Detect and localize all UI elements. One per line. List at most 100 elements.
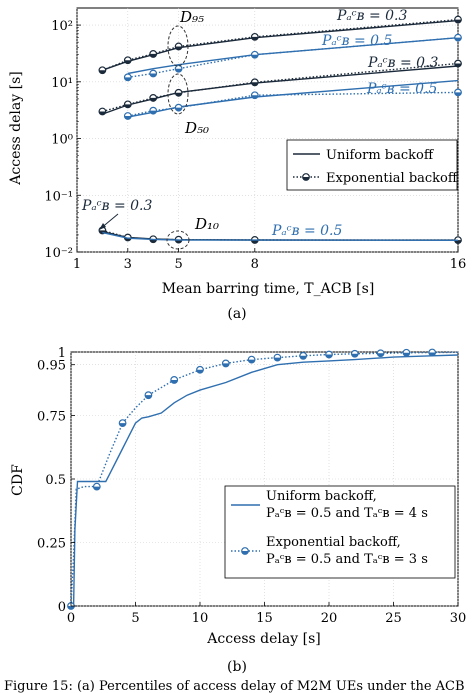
cdf-marker-fill: [248, 359, 255, 363]
x-tick-label-b: 15: [256, 611, 273, 626]
legend-b-exp-marker-fill: [241, 551, 249, 555]
legend-a-exp-marker-fill: [302, 177, 310, 181]
x-axis-label-a: Mean barring time, T_ACB [s]: [162, 281, 375, 297]
plot-frame-a: [76, 7, 459, 253]
y-tick-label-a: 10⁰: [51, 133, 73, 148]
legend-b: Uniform backoff, Pₐᶜʙ = 0.5 and Tₐᶜʙ = 4…: [224, 485, 456, 579]
d10-ellipse: [166, 230, 190, 250]
annotation-p03-mid: Pₐᶜʙ = 0.3: [367, 55, 438, 71]
series-line-a-0: [102, 19, 459, 71]
annotation-p05-mid: Pₐᶜʙ = 0.5: [366, 81, 437, 97]
x-tick-label-b: 0: [67, 611, 75, 626]
legend-b-box: [224, 485, 456, 579]
chart-delay-vs-barring-time: 1 3 5 8 16 10⁻² 10⁻¹ 10⁰ 10¹ 10² Access delay [s]…: [8, 7, 467, 322]
data-point-a-fill: [251, 95, 259, 99]
cdf-marker-fill: [274, 357, 281, 361]
data-point-a-fill: [251, 36, 259, 41]
data-point-a-fill: [149, 97, 157, 102]
data-point-a-fill: [454, 37, 462, 41]
data-point-a-fill: [251, 82, 259, 86]
series-line-a-9: [102, 229, 459, 241]
legend-b-uniform-line1: Uniform backoff,: [266, 489, 377, 504]
legend-a-box: [286, 139, 458, 191]
data-point-a-fill: [124, 77, 132, 81]
cdf-marker-fill: [222, 363, 230, 367]
data-point-a-fill: [124, 104, 132, 108]
y-axis-label-a: Access delay [s]: [8, 71, 24, 185]
data-point-a-fill: [149, 73, 157, 77]
caption-a: (a): [227, 306, 246, 322]
d95-label: D₉₅: [179, 8, 204, 26]
y-tick-label-b: 0.5: [45, 473, 66, 488]
cdf-marker-fill: [119, 423, 126, 427]
y-tick-label-a: 10²: [51, 19, 73, 34]
annotation-p05-top: Pₐᶜʙ = 0.5: [321, 33, 392, 49]
y-tick-label-b: 1: [58, 346, 66, 361]
legend-a-exp-label: Exponential backoff: [326, 171, 459, 186]
y-tick-label-a: 10⁻¹: [44, 189, 73, 204]
cdf-marker-fill: [93, 486, 101, 490]
legend-b-uniform-line2: Pₐᶜʙ = 0.5 and Tₐᶜʙ = 4 s: [266, 506, 428, 521]
legend-b-exp-line2: Pₐᶜʙ = 0.5 and Tₐᶜʙ = 3 s: [266, 552, 428, 567]
data-point-a-fill: [251, 54, 259, 59]
series-line-a-1: [102, 18, 459, 71]
series-line-a-3: [127, 37, 459, 78]
cdf-line-0: [71, 354, 459, 607]
x-tick-label-b: 25: [385, 611, 402, 626]
cdf-marker-fill: [351, 353, 359, 358]
x-tick-label-a: 5: [174, 257, 182, 272]
data-point-a-fill: [99, 70, 106, 74]
y-tick-label-a: 10¹: [51, 76, 73, 91]
data-point-a-fill: [124, 115, 132, 120]
annotation-p03-top: Pₐᶜʙ = 0.3: [336, 8, 407, 24]
data-point-a-fill: [149, 110, 157, 114]
cdf-marker-fill: [377, 353, 384, 357]
cdf-marker-fill: [325, 354, 333, 358]
x-tick-label-a: 3: [124, 257, 132, 272]
chart-cdf-access-delay: 0 5 10 15 20 25 30 0 0.25 0.5 0.75 0.951 CDF Access…: [10, 346, 466, 675]
legend-a: Uniform backoff Exponential backoff: [286, 139, 459, 191]
d50-ellipse: [167, 73, 189, 115]
x-tick-label-a: 1: [73, 257, 81, 272]
cdf-marker-fill: [403, 352, 410, 357]
caption-b: (b): [227, 659, 247, 675]
series-line-a-10: [102, 231, 459, 242]
d95-ellipse: [167, 25, 189, 67]
data-point-a-fill: [149, 53, 157, 58]
data-point-a-fill: [454, 19, 462, 23]
y-axis-label-b: CDF: [10, 464, 26, 496]
y-tick-label-b: 0.75: [37, 410, 66, 425]
y-tick-label-b: 0.95: [37, 359, 66, 374]
annotation-p05-low: Pₐᶜʙ = 0.5: [271, 223, 342, 239]
data-point-a-fill: [175, 46, 182, 50]
series-line-a-5: [102, 62, 459, 113]
figure-footer: Figure 15: (a) Percentiles of access del…: [4, 679, 465, 693]
d50-label: D₅₀: [184, 119, 209, 137]
x-tick-label-b: 5: [131, 611, 139, 626]
data-point-a-fill: [454, 92, 462, 96]
y-tick-label-b: 0.25: [37, 537, 66, 552]
data-point-a-fill: [454, 63, 462, 67]
cdf-marker-fill: [170, 379, 178, 384]
cdf-marker-fill: [145, 395, 152, 399]
cdf-marker-fill: [196, 369, 204, 374]
data-point-a-fill: [175, 107, 182, 111]
legend-a-uniform-label: Uniform backoff: [326, 148, 435, 163]
x-tick-label-b: 30: [450, 611, 467, 626]
data-point-a-fill: [175, 68, 182, 73]
series-line-a-7: [127, 91, 459, 117]
data-point-a-fill: [99, 111, 106, 115]
annotation-p03-low: Pₐᶜʙ = 0.3: [81, 198, 152, 214]
cdf-marker-fill: [67, 606, 75, 610]
x-tick-label-a: 16: [450, 257, 467, 272]
x-axis-label-b: Access delay [s]: [206, 631, 320, 647]
series-line-a-4: [102, 65, 459, 115]
x-tick-label-a: 8: [251, 257, 259, 272]
x-tick-label-b: 10: [192, 611, 209, 626]
arrow-head: [99, 223, 106, 230]
x-tick-label-b: 20: [321, 611, 338, 626]
y-tick-label-a: 10⁻²: [44, 246, 73, 261]
data-point-a-fill: [124, 60, 132, 64]
cdf-marker-fill: [299, 355, 307, 360]
